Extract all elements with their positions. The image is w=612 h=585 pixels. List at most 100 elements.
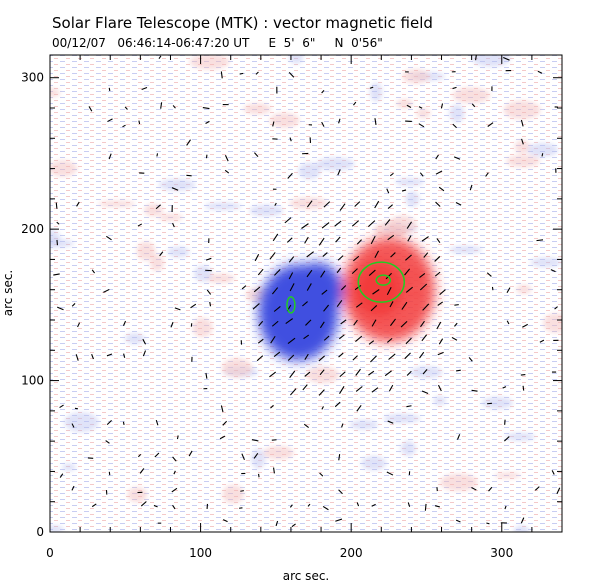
field-vector: [122, 320, 127, 326]
observation-info: 00/12/07 06:46:14-06:47:20 UT E 5' 6" N …: [52, 36, 383, 50]
field-vector: [368, 370, 375, 376]
field-vector: [319, 472, 324, 477]
field-vector: [71, 423, 75, 428]
field-vector: [419, 172, 424, 177]
field-vector: [418, 123, 425, 128]
field-vector: [370, 235, 376, 245]
field-vector: [186, 174, 192, 177]
field-vector: [154, 452, 160, 458]
field-vector: [287, 337, 296, 345]
field-vector: [107, 118, 113, 123]
field-vector: [156, 153, 159, 157]
field-vector: [269, 252, 276, 260]
field-vector: [251, 439, 259, 442]
field-vector: [319, 369, 325, 376]
field-vector: [142, 350, 147, 357]
field-vector: [454, 304, 459, 306]
field-vector: [289, 504, 293, 508]
field-vector: [423, 252, 429, 258]
field-vector: [141, 87, 148, 90]
field-vector: [205, 120, 210, 125]
field-vector: [108, 87, 111, 92]
field-vector: [405, 254, 412, 261]
field-vector: [108, 153, 112, 160]
chart-title: Solar Flare Telescope (MTK) : vector mag…: [52, 14, 433, 32]
field-vector: [306, 283, 312, 291]
field-vector: [390, 252, 396, 258]
field-vector: [520, 374, 526, 376]
field-vector: [372, 289, 380, 295]
field-vector: [71, 485, 75, 491]
field-vector: [288, 272, 294, 280]
field-vector: [272, 233, 279, 242]
field-vector: [468, 357, 473, 362]
field-vector: [335, 236, 341, 243]
field-vector: [386, 286, 392, 295]
field-vector: [520, 517, 525, 524]
field-vector: [339, 385, 345, 394]
field-vector: [367, 220, 376, 228]
field-vector: [307, 503, 311, 507]
field-vector: [354, 201, 361, 207]
field-vector: [271, 287, 279, 295]
field-vector: [418, 106, 423, 109]
field-vector: [471, 389, 478, 392]
field-vector: [288, 71, 295, 78]
field-vector: [285, 318, 294, 325]
field-vector: [271, 320, 279, 327]
y-tick-label: 100: [21, 374, 44, 388]
field-vector: [455, 519, 461, 523]
field-vector: [386, 337, 393, 343]
field-vector: [340, 285, 347, 291]
field-vector: [337, 255, 344, 261]
field-vector: [438, 338, 444, 345]
contour-positive-outer: [357, 261, 406, 303]
field-vector: [323, 201, 331, 208]
field-vector: [338, 352, 344, 358]
field-vector: [138, 120, 141, 125]
field-vector: [371, 387, 379, 393]
field-vector: [171, 187, 179, 191]
field-vector: [172, 504, 176, 510]
field-vector: [506, 320, 510, 325]
field-vector: [421, 390, 429, 394]
field-vector: [522, 385, 525, 391]
field-vector: [386, 471, 394, 476]
field-vector: [287, 172, 293, 179]
field-vector: [318, 355, 325, 362]
field-vector: [503, 57, 510, 61]
field-vector: [400, 320, 408, 328]
field-vector: [339, 203, 346, 211]
field-vector: [220, 405, 224, 413]
field-vector: [456, 369, 461, 372]
field-vector: [387, 204, 393, 209]
field-vector: [222, 420, 228, 426]
field-vector: [471, 103, 476, 108]
field-vector: [160, 102, 163, 109]
field-vector: [486, 272, 492, 277]
field-vector: [406, 221, 413, 229]
field-vector: [205, 257, 212, 261]
field-vector: [103, 288, 110, 293]
field-vector: [172, 105, 176, 109]
field-vector: [322, 505, 329, 511]
field-vector: [436, 238, 441, 244]
field-vector: [534, 486, 540, 491]
field-vector: [368, 340, 375, 345]
field-vector: [304, 236, 309, 244]
field-vector: [522, 323, 528, 328]
field-vector: [424, 503, 427, 511]
field-vector: [521, 138, 524, 145]
y-axis-label: arc sec.: [1, 270, 15, 316]
field-vector: [75, 354, 79, 361]
field-vector: [77, 322, 81, 328]
field-vector: [371, 319, 377, 327]
field-vector: [321, 289, 328, 295]
field-vector: [306, 251, 314, 258]
field-vector: [502, 386, 507, 389]
field-vector: [338, 118, 341, 124]
x-tick-label: 200: [340, 546, 363, 560]
field-vector: [252, 303, 260, 310]
field-vector: [140, 501, 147, 507]
field-vector: [388, 384, 394, 392]
